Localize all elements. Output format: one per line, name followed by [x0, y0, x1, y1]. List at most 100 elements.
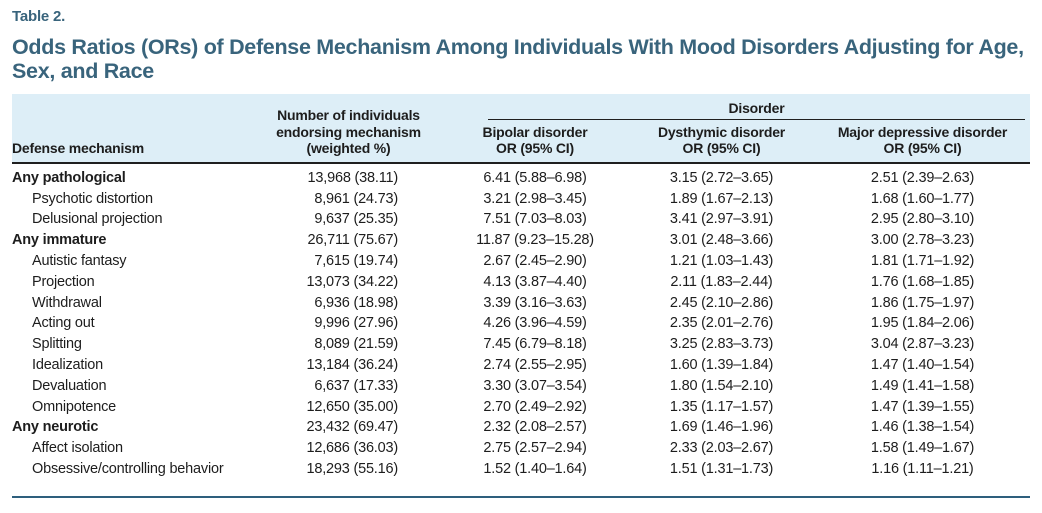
column-header-dysthymic-disorder: Dysthymic disorder OR (95% CI) — [628, 120, 815, 157]
cell-count-weighted-pct: 12,650 (35.00) — [306, 398, 398, 415]
column-header-line: Bipolar disorder — [482, 123, 588, 140]
cell-bipolar-or: 3.39 (3.16–3.63) — [483, 294, 587, 311]
cell-defense-mechanism: Devaluation — [32, 377, 107, 394]
table-row: Any immature 26,711 (75.67) 11.87 (9.23–… — [12, 230, 1030, 251]
table-row: Autistic fantasy 7,615 (19.74) 2.67 (2.4… — [12, 251, 1030, 272]
table-label: Table 2. — [12, 8, 66, 25]
table-row: Psychotic distortion 8,961 (24.73) 3.21 … — [12, 188, 1030, 209]
cell-count-weighted-pct: 7,615 (19.74) — [314, 253, 398, 270]
cell-dysthymic-or: 1.21 (1.03–1.43) — [669, 253, 774, 270]
cell-dysthymic-or: 3.25 (2.83–3.73) — [669, 336, 774, 353]
cell-bipolar-or: 4.26 (3.96–4.59) — [483, 315, 587, 332]
cell-dysthymic-or: 1.89 (1.67–2.13) — [669, 190, 774, 207]
cell-mdd-or: 1.47 (1.39–1.55) — [870, 398, 975, 415]
cell-bipolar-or: 2.70 (2.49–2.92) — [483, 398, 587, 415]
cell-defense-mechanism: Idealization — [32, 357, 103, 374]
cell-mdd-or: 1.86 (1.75–1.97) — [870, 294, 975, 311]
table-bottom-rule — [12, 496, 1030, 499]
cell-defense-mechanism: Affect isolation — [32, 440, 123, 457]
cell-dysthymic-or: 3.01 (2.48–3.66) — [669, 232, 774, 249]
table-row: Affect isolation 12,686 (36.03) 2.75 (2.… — [12, 438, 1030, 459]
disorder-group-underline: Disorder — [488, 100, 1025, 120]
cell-mdd-or: 1.81 (1.71–1.92) — [870, 253, 975, 270]
table-row: Omnipotence 12,650 (35.00) 2.70 (2.49–2.… — [12, 396, 1030, 417]
page-title: Odds Ratios (ORs) of Defense Mechanism A… — [12, 35, 1024, 83]
column-group-header-disorder: Disorder — [442, 100, 1030, 120]
cell-bipolar-or: 2.67 (2.45–2.90) — [483, 253, 587, 270]
odds-ratio-table: Defense mechanism Number of individuals … — [12, 94, 1030, 499]
cell-dysthymic-or: 3.41 (2.97–3.91) — [669, 211, 774, 228]
cell-count-weighted-pct: 26,711 (75.67) — [307, 232, 399, 249]
cell-dysthymic-or: 2.33 (2.03–2.67) — [669, 440, 774, 457]
cell-count-weighted-pct: 8,089 (21.59) — [314, 336, 398, 353]
table-row: Splitting 8,089 (21.59) 7.45 (6.79–8.18)… — [12, 334, 1030, 355]
cell-bipolar-or: 11.87 (9.23–15.28) — [476, 232, 594, 249]
column-header-number-of-individuals: Number of individuals endorsing mechanis… — [255, 107, 442, 157]
cell-count-weighted-pct: 13,073 (34.22) — [306, 273, 398, 290]
cell-defense-mechanism: Any neurotic — [12, 419, 99, 436]
cell-mdd-or: 1.68 (1.60–1.77) — [870, 190, 975, 207]
cell-bipolar-or: 2.75 (2.57–2.94) — [483, 440, 587, 457]
cell-bipolar-or: 7.45 (6.79–8.18) — [483, 336, 587, 353]
cell-dysthymic-or: 1.60 (1.39–1.84) — [669, 357, 774, 374]
table-header: Defense mechanism Number of individuals … — [12, 94, 1030, 164]
cell-bipolar-or: 7.51 (7.03–8.03) — [483, 211, 587, 228]
cell-count-weighted-pct: 8,961 (24.73) — [314, 190, 398, 207]
cell-dysthymic-or: 1.35 (1.17–1.57) — [669, 398, 774, 415]
column-header-line: OR (95% CI) — [883, 140, 962, 156]
cell-mdd-or: 1.47 (1.40–1.54) — [870, 357, 975, 374]
cell-defense-mechanism: Withdrawal — [32, 294, 102, 311]
cell-dysthymic-or: 2.35 (2.01–2.76) — [669, 315, 774, 332]
cell-mdd-or: 2.95 (2.80–3.10) — [870, 211, 975, 228]
cell-mdd-or: 3.00 (2.78–3.23) — [870, 232, 975, 249]
disorder-group-label: Disorder — [728, 100, 785, 116]
cell-dysthymic-or: 3.15 (2.72–3.65) — [669, 169, 774, 186]
cell-mdd-or: 1.16 (1.11–1.21) — [871, 461, 974, 478]
cell-count-weighted-pct: 9,996 (27.96) — [314, 315, 398, 332]
cell-mdd-or: 1.95 (1.84–2.06) — [870, 315, 975, 332]
cell-count-weighted-pct: 6,936 (18.98) — [314, 294, 398, 311]
cell-count-weighted-pct: 18,293 (55.16) — [306, 461, 398, 478]
cell-count-weighted-pct: 23,432 (69.47) — [306, 419, 398, 436]
cell-bipolar-or: 4.13 (3.87–4.40) — [483, 273, 587, 290]
column-header-major-depressive-disorder: Major depressive disorder OR (95% CI) — [815, 120, 1030, 157]
table-row: Idealization 13,184 (36.24) 2.74 (2.55–2… — [12, 355, 1030, 376]
cell-defense-mechanism: Autistic fantasy — [32, 253, 127, 270]
cell-bipolar-or: 1.52 (1.40–1.64) — [483, 461, 587, 478]
table-row: Acting out 9,996 (27.96) 4.26 (3.96–4.59… — [12, 313, 1030, 334]
cell-defense-mechanism: Projection — [32, 273, 95, 290]
column-header-line: endorsing mechanism — [276, 123, 421, 140]
table-row: Projection 13,073 (34.22) 4.13 (3.87–4.4… — [12, 271, 1030, 292]
cell-count-weighted-pct: 6,637 (17.33) — [314, 377, 398, 394]
table-2-figure: Table 2. Odds Ratios (ORs) of Defense Me… — [12, 8, 1030, 499]
cell-dysthymic-or: 2.45 (2.10–2.86) — [669, 294, 774, 311]
cell-defense-mechanism: Any pathological — [12, 169, 126, 186]
cell-bipolar-or: 6.41 (5.88–6.98) — [483, 169, 587, 186]
cell-dysthymic-or: 1.69 (1.46–1.96) — [669, 419, 774, 436]
cell-count-weighted-pct: 9,637 (25.35) — [314, 211, 398, 228]
column-header-bipolar-disorder: Bipolar disorder OR (95% CI) — [442, 120, 628, 157]
table-row: Any neurotic 23,432 (69.47) 2.32 (2.08–2… — [12, 417, 1030, 438]
cell-defense-mechanism: Omnipotence — [32, 398, 117, 415]
cell-mdd-or: 1.58 (1.49–1.67) — [870, 440, 975, 457]
cell-bipolar-or: 2.74 (2.55–2.95) — [483, 357, 587, 374]
cell-bipolar-or: 3.21 (2.98–3.45) — [483, 190, 587, 207]
table-row: Any pathological 13,968 (38.11) 6.41 (5.… — [12, 168, 1030, 189]
cell-mdd-or: 1.49 (1.41–1.58) — [870, 377, 975, 394]
cell-dysthymic-or: 1.80 (1.54–2.10) — [669, 377, 774, 394]
column-header-line: (weighted %) — [306, 140, 391, 156]
column-header-line: Dysthymic disorder — [657, 123, 786, 140]
cell-defense-mechanism: Psychotic distortion — [32, 190, 153, 207]
cell-mdd-or: 1.46 (1.38–1.54) — [870, 419, 975, 436]
column-header-defense-mechanism: Defense mechanism — [12, 140, 144, 156]
cell-defense-mechanism: Any immature — [12, 232, 107, 249]
table-row: Withdrawal 6,936 (18.98) 3.39 (3.16–3.63… — [12, 292, 1030, 313]
table-row: Devaluation 6,637 (17.33) 3.30 (3.07–3.5… — [12, 375, 1030, 396]
cell-bipolar-or: 2.32 (2.08–2.57) — [483, 419, 587, 436]
cell-mdd-or: 2.51 (2.39–2.63) — [870, 169, 975, 186]
column-header-line: OR (95% CI) — [682, 140, 761, 156]
cell-defense-mechanism: Splitting — [32, 336, 82, 353]
cell-dysthymic-or: 2.11 (1.83–2.44) — [670, 273, 773, 290]
cell-defense-mechanism: Acting out — [32, 315, 95, 332]
cell-dysthymic-or: 1.51 (1.31–1.73) — [669, 461, 774, 478]
